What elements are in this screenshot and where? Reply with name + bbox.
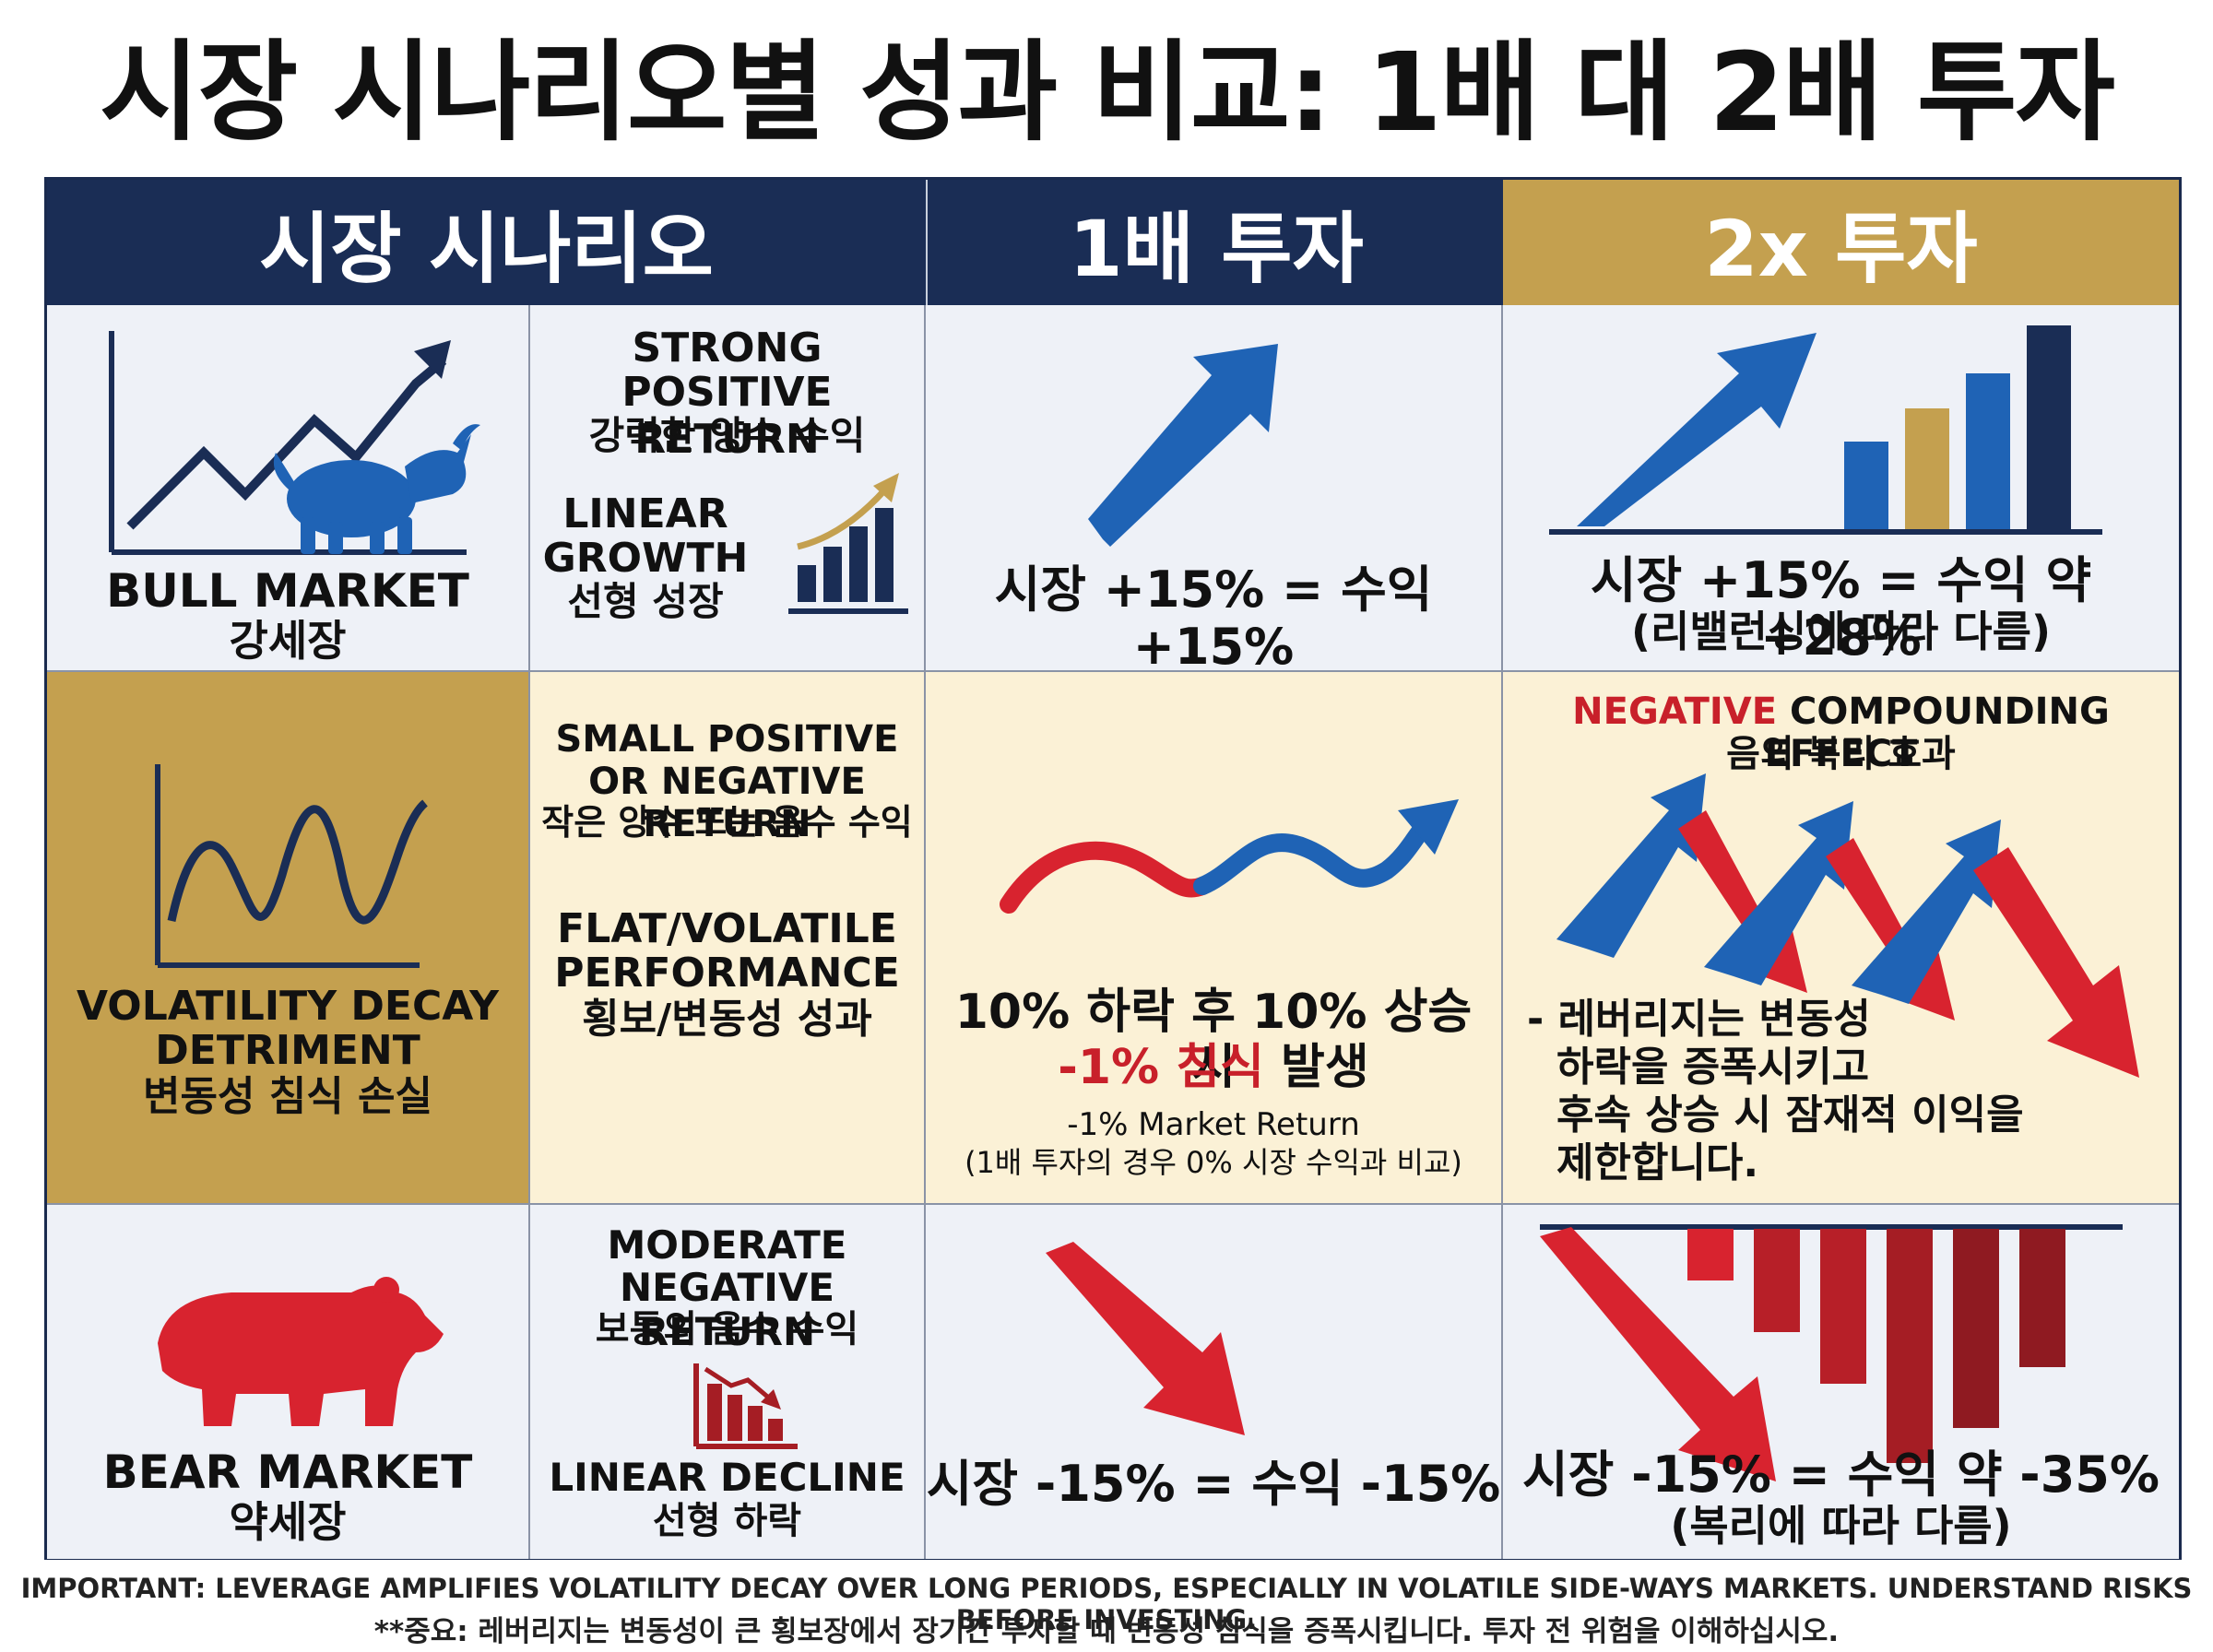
bull-two-x-cell: 시장 +15% = 수익 약 +28% (리밸런싱에 따라 다름) bbox=[1503, 305, 2179, 672]
bear-desc-2: NEGATIVE RETURN bbox=[619, 1265, 835, 1355]
bull-icon bbox=[273, 424, 480, 554]
bull-chart-icon bbox=[109, 331, 480, 555]
wave-line-icon bbox=[155, 764, 429, 968]
volatility-perf-ko: 횡보/변동성 성과 bbox=[582, 996, 872, 1043]
bear-name-cell: BEAR MARKET 약세장 bbox=[47, 1205, 530, 1559]
two-x-decline-icon bbox=[1540, 1224, 2123, 1481]
bull-desc-ko: 강력한 양수 수익 bbox=[588, 413, 866, 458]
bear-desc-ko: 보통의 음수 수익 bbox=[595, 1308, 859, 1351]
wave-arrow-icon bbox=[1000, 799, 1459, 914]
bull-name-ko: 강세장 bbox=[229, 616, 347, 666]
volatility-bullet-2: 하락을 증폭시키고 bbox=[1556, 1044, 1870, 1091]
bull-one-x-result: 시장 +15% = 수익 +15% bbox=[994, 560, 1433, 677]
bear-one-x-cell: 시장 -15% = 수익 -15% bbox=[926, 1205, 1503, 1559]
volatility-two-x-head-red: NEGATIVE bbox=[1572, 690, 1778, 733]
bear-name-en: BEAR MARKET bbox=[102, 1446, 473, 1499]
bear-decline-ko: 선형 하락 bbox=[652, 1500, 802, 1542]
volatility-one-x-sub2: (1배 투자의 경우 0% 시장 수익과 비교) bbox=[964, 1145, 1462, 1180]
page-title: 시장 시나리오별 성과 비교: 1배 대 2배 투자 bbox=[100, 29, 2115, 156]
bar-chart-up-icon bbox=[788, 473, 908, 614]
bull-growth-1: LINEAR bbox=[562, 490, 728, 537]
volatility-two-x-cell: NEGATIVE COMPOUNDING EFFECT 음의 복리 효과 - 레… bbox=[1503, 672, 2179, 1205]
footer-warning-en: IMPORTANT: LEVERAGE AMPLIFIES VOLATILITY… bbox=[20, 1573, 2193, 1635]
zigzag-arrows-icon bbox=[1556, 773, 2139, 1078]
header-scenario-label: 시장 시나리오 bbox=[259, 203, 714, 294]
bull-growth-ko: 선형 성장 bbox=[567, 579, 724, 624]
volatility-one-x-decay: -1% 침식 bbox=[1058, 1040, 1264, 1095]
volatility-one-x-cell: 10% 하락 후 10% 상승 시 -1% 침식 발생 -1% Market R… bbox=[926, 672, 1503, 1205]
volatility-two-x-head: NEGATIVE COMPOUNDING EFFECT bbox=[1503, 690, 2179, 775]
volatility-one-x-line2: -1% 침식 발생 bbox=[926, 1040, 1501, 1096]
bear-one-x-result: 시장 -15% = 수익 -15% bbox=[926, 1455, 1501, 1513]
header-two-x-label: 2x 투자 bbox=[1704, 203, 1978, 294]
volatility-desc-cell: SMALL POSITIVE OR NEGATIVE RETURN 작은 양수 … bbox=[530, 672, 926, 1205]
volatility-desc-2: OR NEGATIVE RETURN bbox=[588, 761, 866, 845]
bull-two-x-result: 시장 +15% = 수익 약 +28% bbox=[1590, 551, 2092, 667]
bull-desc-2: POSITIVE RETURN bbox=[621, 369, 833, 463]
volatility-two-x-head-ko: 음의 복리 효과 bbox=[1726, 733, 1956, 775]
header-scenario: 시장 시나리오 bbox=[47, 180, 926, 305]
volatility-one-x-line1: 10% 하락 후 10% 상승 시 bbox=[954, 985, 1473, 1095]
volatility-one-x-sub: -1% Market Return bbox=[1067, 1106, 1360, 1143]
volatility-two-x-head-rest: COMPOUNDING EFFECT bbox=[1764, 690, 2110, 775]
bull-growth-2: GROWTH bbox=[542, 535, 749, 582]
bear-name-ko: 약세장 bbox=[229, 1497, 347, 1547]
footer-warning-ko: **중요: 레버리지는 변동성이 큰 횡보장에서 장기간 투자할 때 변동성 침… bbox=[373, 1615, 1840, 1648]
bear-two-x-result: 시장 -15% = 수익 약 -35% bbox=[1522, 1446, 2160, 1504]
bull-desc-1: STRONG bbox=[632, 324, 822, 372]
header-one-x-label: 1배 투자 bbox=[1069, 203, 1364, 294]
bull-one-x-cell: 시장 +15% = 수익 +15% bbox=[926, 305, 1503, 676]
volatility-name-2: DETRIMENT bbox=[155, 1027, 420, 1074]
down-arrow-icon bbox=[1046, 1242, 1245, 1435]
volatility-bullet-1: - 레버리지는 변동성 bbox=[1527, 996, 1871, 1043]
up-arrow-icon bbox=[1088, 344, 1278, 547]
header-two-x: 2x 투자 bbox=[1503, 180, 2179, 305]
bar-chart-down-icon bbox=[693, 1363, 798, 1449]
volatility-desc-1: SMALL POSITIVE bbox=[555, 718, 899, 761]
volatility-desc-ko: 작은 양수 또는 음수 수익 bbox=[541, 802, 913, 843]
bear-icon bbox=[158, 1277, 444, 1426]
bear-desc-cell: MODERATE NEGATIVE RETURN 보통의 음수 수익 LINEA… bbox=[530, 1205, 926, 1559]
volatility-name-ko: 변동성 침식 손실 bbox=[143, 1073, 432, 1120]
volatility-bullet-4: 제한합니다. bbox=[1556, 1139, 1759, 1186]
volatility-perf-2: PERFORMANCE bbox=[554, 950, 900, 997]
bear-two-x-note: (복리에 따라 다름) bbox=[1670, 1501, 2012, 1551]
bull-two-x-note: (리밸런싱에 따라 다름) bbox=[1631, 607, 2051, 656]
volatility-name-1: VOLATILITY DECAY bbox=[77, 983, 499, 1030]
bull-name-cell: BULL MARKET 강세장 bbox=[47, 305, 530, 672]
volatility-name-cell: VOLATILITY DECAY DETRIMENT 변동성 침식 손실 bbox=[47, 672, 530, 1205]
volatility-one-x-occurs: 발생 bbox=[1263, 1040, 1369, 1095]
volatility-bullet-3: 후속 상승 시 잠재적 이익을 bbox=[1556, 1092, 2024, 1139]
bear-two-x-cell: 시장 -15% = 수익 약 -35% (복리에 따라 다름) bbox=[1503, 1205, 2179, 1559]
two-x-growth-icon bbox=[1549, 325, 2102, 535]
comparison-table: 시장 시나리오 1배 투자 2x 투자 BULL MARKET 강세장 bbox=[44, 177, 2182, 1560]
bull-name-en: BULL MARKET bbox=[106, 564, 469, 618]
bull-desc-cell: STRONG POSITIVE RETURN 강력한 양수 수익 LINEAR … bbox=[530, 305, 926, 672]
header-one-x: 1배 투자 bbox=[926, 180, 1505, 305]
bear-decline: LINEAR DECLINE bbox=[549, 1455, 905, 1500]
volatility-perf-1: FLAT/VOLATILE bbox=[557, 905, 897, 952]
bear-desc-1: MODERATE bbox=[607, 1222, 847, 1268]
